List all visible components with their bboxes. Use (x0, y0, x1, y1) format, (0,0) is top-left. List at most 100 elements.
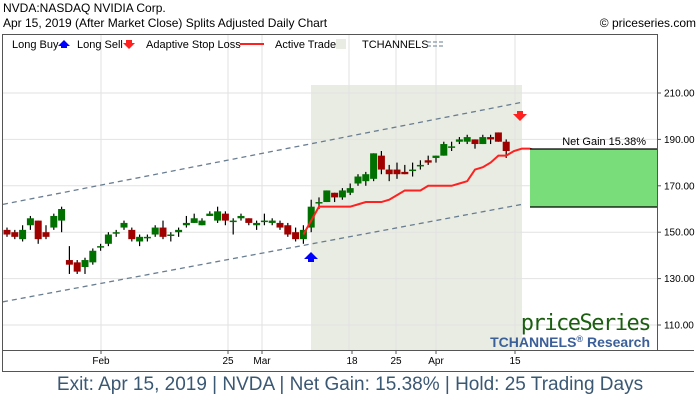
candle (276, 222, 284, 228)
candle (97, 246, 105, 248)
candle (502, 141, 510, 151)
candle (432, 155, 440, 158)
candle (331, 192, 339, 198)
svg-text:Apr: Apr (428, 356, 444, 367)
candlesticks (3, 132, 510, 274)
candle (487, 137, 495, 140)
candle (393, 169, 401, 175)
candle (284, 225, 292, 235)
candle (370, 153, 378, 179)
candle (362, 174, 370, 182)
candle (268, 220, 276, 223)
brand-logo: priceSeries (521, 311, 650, 336)
candle (81, 260, 89, 267)
candle (112, 232, 120, 234)
candle (338, 190, 346, 198)
svg-text:25: 25 (390, 356, 402, 367)
candle (58, 209, 66, 221)
candle (409, 169, 417, 172)
legend-buy-arrow-icon (58, 40, 70, 48)
tchannels (2, 101, 523, 303)
svg-text:150.00: 150.00 (664, 228, 695, 239)
net-gain-box (530, 149, 658, 207)
candle (448, 146, 456, 148)
x-axis: Feb 25 Mar 18 25 Apr 15 (92, 350, 521, 367)
legend-stop-loss: Adaptive Stop Loss (146, 39, 241, 51)
candle (260, 220, 268, 223)
svg-text:18: 18 (346, 356, 358, 367)
brand-subtitle: TCHANNELS® Research (490, 334, 650, 350)
candle (50, 215, 58, 228)
candle (307, 206, 315, 228)
legend-long-sell: Long Sell (77, 39, 123, 51)
candle (214, 211, 222, 221)
candle (167, 234, 175, 237)
active-trade-region (311, 85, 522, 351)
candle (354, 176, 362, 184)
candle (42, 232, 50, 237)
price-chart: Net Gain 15.38% Long Buy Long Sell Adapt… (2, 34, 695, 372)
svg-text:170.00: 170.00 (664, 181, 695, 192)
svg-text:130.00: 130.00 (664, 274, 695, 285)
candle (424, 160, 432, 163)
candle (253, 222, 261, 226)
candle (128, 229, 136, 240)
candle (377, 155, 385, 170)
candle (104, 234, 112, 244)
candle (292, 232, 300, 240)
trade-summary: Exit: Apr 15, 2019 | NVDA | Net Gain: 15… (56, 374, 644, 395)
candle (440, 144, 448, 156)
svg-text:210.00: 210.00 (664, 89, 695, 100)
candle (245, 218, 253, 223)
candle (73, 262, 81, 272)
candle (65, 260, 73, 265)
candle (11, 232, 19, 237)
candle (463, 137, 471, 142)
candle (237, 215, 245, 219)
candle (471, 139, 479, 145)
candle (206, 213, 214, 216)
candle (221, 213, 229, 221)
svg-text:190.00: 190.00 (664, 135, 695, 146)
candle (323, 190, 331, 203)
legend-tchannels: TCHANNELS (362, 39, 429, 51)
candle (182, 222, 190, 226)
svg-text:15: 15 (509, 356, 521, 367)
candle (229, 220, 237, 223)
candle (143, 236, 151, 239)
svg-text:Mar: Mar (253, 356, 271, 367)
candle (3, 229, 11, 235)
candle (34, 220, 42, 240)
candle (19, 229, 27, 240)
net-gain-label: Net Gain 15.38% (562, 136, 646, 148)
candle (416, 164, 424, 167)
candle (136, 236, 144, 242)
candle (346, 188, 354, 193)
adaptive-stop-loss-line (302, 147, 538, 236)
svg-text:Feb: Feb (92, 356, 110, 367)
candle (190, 218, 198, 223)
copyright: © priceseries.com (599, 16, 696, 30)
candle (120, 222, 128, 228)
candle (494, 132, 502, 142)
candle (385, 169, 393, 175)
legend-long-buy: Long Buy (12, 39, 59, 51)
candle (175, 229, 183, 233)
legend-active-trade: Active Trade (275, 39, 336, 51)
candle (198, 220, 206, 226)
legend-sell-arrow-icon (123, 40, 135, 49)
candle (26, 218, 34, 226)
candle (401, 171, 409, 175)
y-axis: 210.00 190.00 170.00 150.00 130.00 110.00 (657, 89, 695, 332)
candle (315, 202, 323, 204)
long-sell-arrow-icon (513, 111, 527, 121)
svg-text:25: 25 (222, 356, 234, 367)
chart-subtitle: Apr 15, 2019 (After Market Close) Splits… (3, 16, 328, 30)
grid-lines (3, 35, 657, 350)
long-buy-arrow-icon (304, 252, 318, 262)
candle (89, 250, 97, 263)
candle (151, 227, 159, 235)
chart-title: NVDA:NASDAQ NVIDIA Corp. (3, 1, 166, 15)
candle (159, 227, 167, 237)
candle (479, 137, 487, 145)
